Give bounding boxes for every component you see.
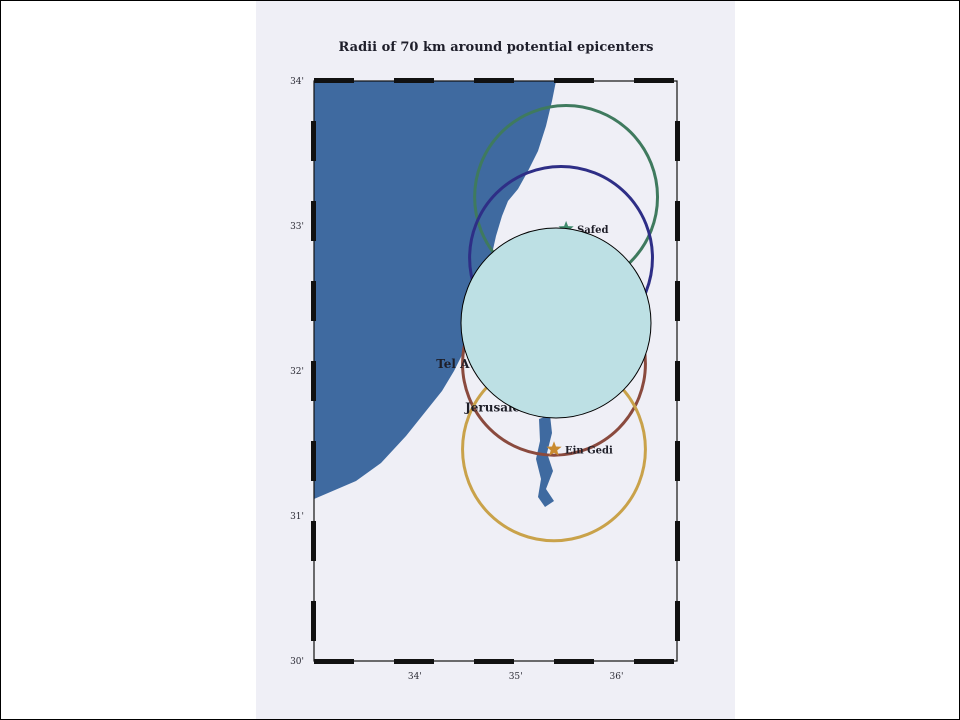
frame-tick-right xyxy=(675,521,680,561)
frame-tick-right xyxy=(675,281,680,321)
sea-area xyxy=(314,81,556,499)
epicenter-map: Radii of 70 km around potential epicente… xyxy=(290,40,680,682)
latitude-tick-label: 31' xyxy=(290,512,304,522)
frame-tick-top xyxy=(314,78,354,83)
latitude-tick-label: 32' xyxy=(290,367,304,377)
longitude-tick-label: 35' xyxy=(509,672,523,682)
frame-tick-bottom xyxy=(394,659,434,664)
longitude-tick-label: 36' xyxy=(610,672,624,682)
scanned-map-page: Radii of 70 km around potential epicente… xyxy=(256,1,735,719)
frame-tick-left xyxy=(311,441,316,481)
epicenter-star xyxy=(546,441,562,456)
axis-tick-labels: 34' 33' 32' 31' 30' 34' 35' 36' xyxy=(290,77,623,682)
frame-tick-bottom xyxy=(474,659,514,664)
frame-tick-left xyxy=(311,521,316,561)
frame-tick-bottom xyxy=(314,659,354,664)
mediterranean-sea xyxy=(314,81,556,499)
latitude-tick-label: 34' xyxy=(290,77,304,87)
latitude-tick-label: 33' xyxy=(290,222,304,232)
frame-tick-right xyxy=(675,441,680,481)
frame-tick-left xyxy=(311,361,316,401)
frame-tick-right xyxy=(675,361,680,401)
map-frame xyxy=(311,78,680,664)
latitude-tick-label: 30' xyxy=(290,657,304,667)
site-label: Safed xyxy=(577,225,608,236)
dead-sea xyxy=(536,415,554,507)
frame-tick-top xyxy=(634,78,674,83)
occluding-disc xyxy=(460,227,652,419)
frame-tick-left xyxy=(311,281,316,321)
frame-tick-bottom xyxy=(554,659,594,664)
frame-tick-right xyxy=(675,201,680,241)
frame-tick-top xyxy=(554,78,594,83)
frame-tick-right xyxy=(675,601,680,641)
frame-tick-top xyxy=(394,78,434,83)
frame-tick-left xyxy=(311,201,316,241)
frame-tick-bottom xyxy=(634,659,674,664)
frame-tick-top xyxy=(474,78,514,83)
frame-tick-right xyxy=(675,121,680,161)
frame-tick-left xyxy=(311,601,316,641)
map-title: Radii of 70 km around potential epicente… xyxy=(339,40,654,55)
frame-tick-left xyxy=(311,121,316,161)
longitude-tick-label: 34' xyxy=(408,672,422,682)
site-label: Ein Gedi xyxy=(565,445,613,456)
inland-waters xyxy=(536,415,554,507)
